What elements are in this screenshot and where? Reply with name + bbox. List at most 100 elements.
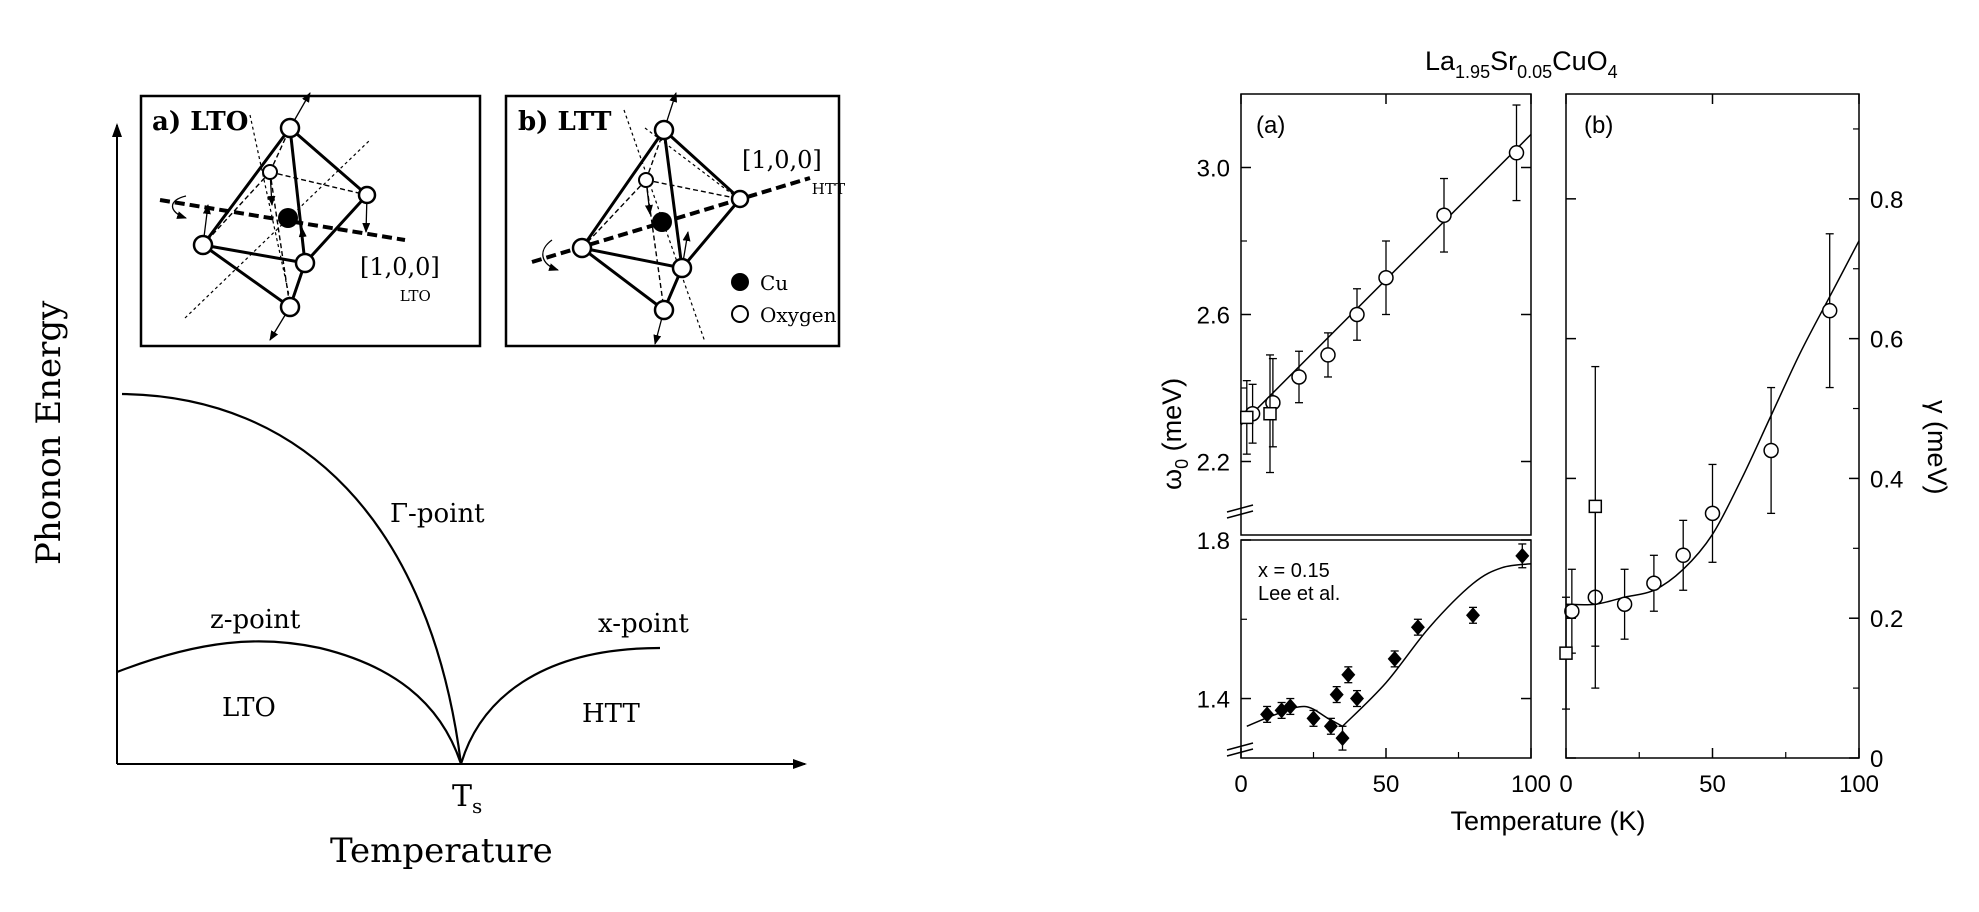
panel-b-circle-point xyxy=(1675,547,1691,564)
panel-b-ytick-label: 0.6 xyxy=(1870,327,1903,354)
axis-break-bottom xyxy=(1226,742,1254,751)
panel-a-square-point xyxy=(1263,406,1277,421)
panel-b-ytick-label: 0.8 xyxy=(1870,187,1903,214)
panel-a-diamond-point xyxy=(1323,718,1338,735)
panel-a-xtick-label: 0 xyxy=(1234,771,1247,798)
panel-b-xtick-label: 100 xyxy=(1839,771,1879,798)
panel-b-frame xyxy=(1565,93,1860,759)
ts-label: Ts xyxy=(452,779,482,818)
panel-a-xtick-label: 50 xyxy=(1373,771,1400,798)
inset-ltt-oxygen-bottom xyxy=(653,299,675,321)
ts-label-main: T xyxy=(452,779,472,814)
legend-oxygen-label: Oxygen xyxy=(760,303,837,327)
panel-b-square-point xyxy=(1588,499,1603,514)
panel-b-circle-point xyxy=(1646,575,1662,592)
inset-ltt-axis-label-main: [1,0,0] xyxy=(742,146,822,174)
inset-lto-axis-label: [1,0,0] LTO xyxy=(360,253,440,305)
inset-ltt-axis-label-sub: HTT xyxy=(812,180,845,198)
gamma-unit: (meV) xyxy=(1922,414,1952,495)
panel-b-xtick-label: 50 xyxy=(1699,771,1726,798)
gamma-point-label: Γ-point xyxy=(390,499,485,529)
panel-a-circle-point xyxy=(1291,369,1307,385)
panel-a-diamond-point xyxy=(1329,686,1344,703)
panel-a-diamond-point xyxy=(1260,706,1275,723)
inset-lto-oxygen-back xyxy=(262,164,278,180)
omega-sub: 0 xyxy=(1172,459,1192,469)
inset-ltt-oxygen-top xyxy=(653,119,675,141)
title-cuo-sub: 4 xyxy=(1608,62,1618,82)
inset-lto-frame xyxy=(139,94,482,348)
inset-ltt-octahedron-front xyxy=(579,126,743,313)
legend-oxygen-marker xyxy=(731,305,749,323)
phonon-energy-axis-label: Phonon Energy xyxy=(29,300,69,565)
panel-a-square-point xyxy=(1240,410,1254,425)
temperature-axis-label: Temperature xyxy=(330,831,553,871)
panel-a-top-ytick-label: 2.2 xyxy=(1197,450,1230,477)
phonon-diagram: Γ-point z-point x-point LTO HTT Ts Tempe… xyxy=(29,92,845,871)
inset-lto-octahedron-front xyxy=(200,124,370,310)
inset-lto-rotation-arrow xyxy=(171,195,187,219)
omega-symbol: ω xyxy=(1157,469,1187,490)
panel-b-ytick-label: 0.2 xyxy=(1870,606,1903,633)
inset-ltt-oxygen-back xyxy=(638,172,654,188)
x-point-label: x-point xyxy=(598,609,689,639)
title-la-sub: 1.95 xyxy=(1455,62,1490,82)
panel-b-label: (b) xyxy=(1584,112,1613,139)
gamma-axis-label: γ (meV) xyxy=(1922,400,1952,495)
annotation-x: x = 0.15 xyxy=(1258,560,1330,582)
panel-a-diamond-point xyxy=(1335,730,1350,747)
omega-axis-label: ω0 (meV) xyxy=(1157,378,1192,490)
axis-break-top2 xyxy=(1226,510,1254,519)
axis-break-bottom2 xyxy=(1226,748,1254,757)
inset-lto-cu-atom xyxy=(278,208,298,228)
panel-a-circle-point xyxy=(1436,207,1452,224)
panel-a-xtick-label: 100 xyxy=(1511,771,1551,798)
panel-a-diamond-point xyxy=(1466,607,1480,624)
title-la: La xyxy=(1425,46,1456,76)
panel-a-diamond-point xyxy=(1410,619,1425,636)
inset-ltt-rotation-arrow xyxy=(542,239,559,271)
panel-a-circle-point xyxy=(1320,347,1336,363)
lto-phase-label: LTO xyxy=(222,693,276,723)
inset-lto-oxygen-right xyxy=(357,185,377,205)
omega-unit: (meV) xyxy=(1157,378,1187,459)
legend-cu-label: Cu xyxy=(760,271,788,295)
ts-label-sub: s xyxy=(472,794,482,818)
panel-a-diamond-point xyxy=(1283,698,1298,715)
gamma-point-curve xyxy=(121,392,463,765)
panel-a-circle-point xyxy=(1508,145,1525,161)
axis-break-top xyxy=(1226,504,1254,513)
z-point-curve xyxy=(116,640,463,765)
panel-b-circle-point xyxy=(1704,505,1721,522)
inset-lto-diag2 xyxy=(249,114,291,301)
panel-a-diamond-point xyxy=(1515,547,1530,564)
panel-a-label: (a) xyxy=(1256,112,1285,139)
panel-b-circle-point xyxy=(1763,442,1779,459)
inset-lto-oxygen-top xyxy=(279,117,301,139)
panel-a-top-ytick-label: 3.0 xyxy=(1197,156,1230,183)
inset-lto-axis-label-main: [1,0,0] xyxy=(360,253,440,281)
panel-a-circle-point xyxy=(1349,306,1365,323)
panel-b-circle-point xyxy=(1564,603,1580,619)
temperature-k-axis-label: Temperature (K) xyxy=(1450,806,1645,836)
gamma-symbol: γ xyxy=(1922,400,1952,414)
panel-b-xtick-label: 0 xyxy=(1559,771,1572,798)
inset-lto-oxygen-front xyxy=(294,252,316,274)
panel-a-bottom-ytick-label: 1.4 xyxy=(1197,687,1230,714)
legend-cu-marker xyxy=(731,273,749,291)
inset-lto-octahedron-back xyxy=(202,127,368,308)
panel-a-bottom-fit-high xyxy=(1341,563,1532,727)
x-point-curve xyxy=(459,646,661,765)
inset-ltt-cu-atom xyxy=(652,212,672,232)
inset-lto-axis-label-sub: LTO xyxy=(400,287,431,305)
panel-b-ytick-label: 0 xyxy=(1870,746,1883,773)
inset-lto: a) LTO [1,0,0] LTO xyxy=(139,92,482,348)
inset-ltt-oxygen-right xyxy=(730,189,750,209)
panel-b-ytick-label: 0.4 xyxy=(1870,466,1903,493)
panel-b-square-point xyxy=(1559,646,1573,660)
title-sr-sub: 0.05 xyxy=(1517,62,1552,82)
inset-ltt-oxygen-left xyxy=(571,237,593,259)
panel-a-diamond-point xyxy=(1350,690,1364,707)
